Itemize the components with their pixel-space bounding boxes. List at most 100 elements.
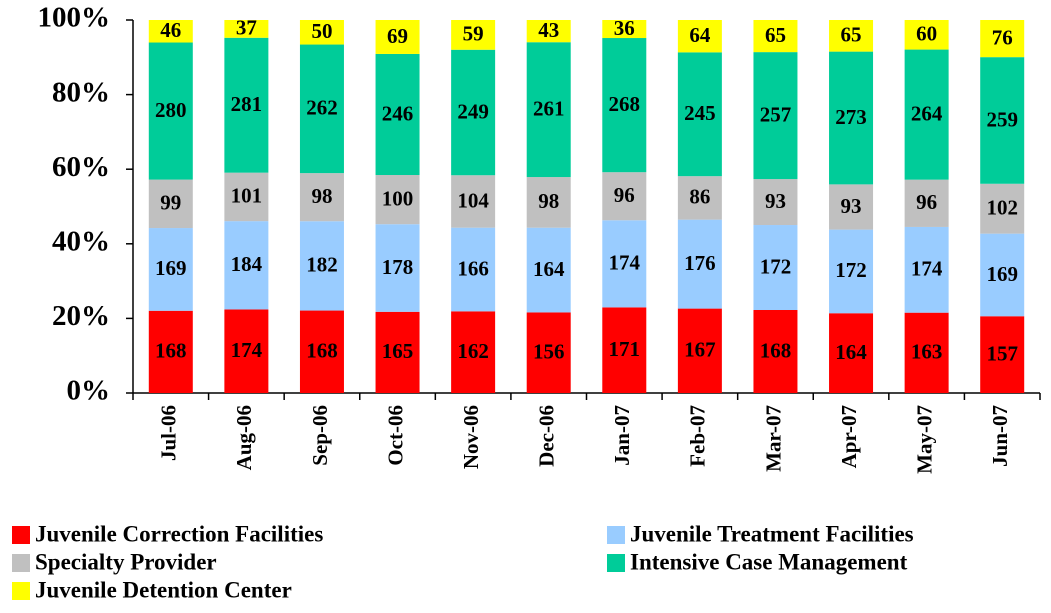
data-label: 37 (236, 16, 257, 40)
data-label: 167 (684, 338, 716, 362)
bar-segment (602, 20, 647, 39)
y-tick-label: 40% (52, 225, 110, 257)
bar-segment (602, 220, 647, 308)
bar-segment (224, 37, 269, 173)
x-tick-label: Jul-06 (157, 405, 181, 461)
data-label: 268 (609, 92, 641, 116)
legend-label: Juvenile Detention Center (35, 577, 292, 602)
x-tick-label: Jun-07 (988, 405, 1012, 467)
x-tick-label: Apr-07 (837, 405, 861, 468)
bar-segment (526, 42, 571, 178)
data-label: 102 (986, 196, 1018, 220)
data-label: 100 (382, 186, 414, 210)
x-tick-label: Aug-06 (232, 405, 256, 470)
x-tick-label: Nov-06 (459, 405, 483, 469)
bar-segment (299, 221, 344, 311)
data-label: 168 (155, 339, 187, 363)
data-label: 245 (684, 101, 716, 125)
data-label: 36 (614, 16, 635, 40)
data-label: 65 (841, 23, 862, 47)
data-label: 171 (609, 337, 641, 361)
data-label: 165 (382, 339, 414, 363)
data-label: 43 (538, 18, 559, 42)
bar-segment (224, 172, 269, 222)
bar-segment (753, 179, 798, 226)
bar-segment (677, 308, 722, 393)
bar-segment (148, 20, 193, 43)
bar-segment (980, 20, 1025, 58)
x-tick-label: Feb-07 (686, 405, 710, 467)
bar-segment (829, 20, 874, 52)
bar-segment (375, 311, 420, 393)
data-label: 64 (689, 23, 711, 47)
bar-segment (526, 20, 571, 43)
data-label: 249 (457, 99, 489, 123)
data-label: 184 (231, 252, 263, 276)
legend-label: Juvenile Correction Facilities (35, 521, 323, 546)
bar-segment (148, 310, 193, 393)
legend-swatch (12, 526, 30, 544)
bar-segment (753, 20, 798, 53)
bar-segment (677, 219, 722, 309)
y-tick-label: 60% (52, 151, 110, 183)
data-label: 261 (533, 96, 565, 120)
bar-segment (451, 311, 496, 393)
data-label: 264 (911, 101, 943, 125)
data-label: 262 (306, 96, 338, 120)
data-label: 156 (533, 340, 565, 364)
y-tick-label: 0% (67, 375, 111, 407)
legend-swatch (607, 526, 625, 544)
x-tick-label: May-07 (912, 405, 936, 474)
bar-segment (829, 313, 874, 393)
data-label: 178 (382, 255, 414, 279)
legend-label: Juvenile Treatment Facilities (630, 521, 914, 546)
bar-segment (299, 310, 344, 393)
data-label: 169 (155, 256, 187, 280)
data-label: 65 (765, 23, 786, 47)
bar-segment (299, 44, 344, 174)
data-label: 174 (911, 257, 943, 281)
x-tick-label: Jan-07 (610, 405, 634, 466)
data-label: 174 (231, 338, 263, 362)
bar-segment (904, 20, 949, 50)
data-label: 169 (986, 262, 1018, 286)
bar-segment (451, 175, 496, 228)
x-tick-label: Mar-07 (761, 405, 785, 472)
data-label: 96 (614, 183, 635, 207)
bar-segment (299, 173, 344, 222)
bar-segment (980, 183, 1025, 234)
data-label: 157 (986, 341, 1018, 365)
bar-segment (829, 51, 874, 185)
data-label: 164 (835, 340, 867, 364)
data-label: 281 (231, 92, 263, 116)
bar-segment (148, 179, 193, 229)
bar-segment (526, 312, 571, 393)
data-label: 98 (538, 189, 559, 213)
data-label: 164 (533, 257, 565, 281)
y-tick-label: 20% (52, 300, 110, 332)
bar-segment (980, 57, 1025, 184)
data-label: 59 (463, 22, 484, 46)
bar-segment (224, 20, 269, 38)
bar-segment (451, 227, 496, 312)
legend-label: Intensive Case Management (630, 549, 908, 574)
data-label: 99 (160, 191, 181, 215)
bar-segment (526, 177, 571, 228)
data-label: 50 (311, 19, 332, 43)
data-label: 168 (760, 338, 792, 362)
data-label: 273 (835, 105, 867, 129)
bar-segment (677, 20, 722, 53)
legend-swatch (12, 554, 30, 572)
bar-segment (224, 309, 269, 393)
bar-segment (148, 42, 193, 180)
legend-swatch (12, 582, 30, 600)
data-label: 86 (689, 185, 710, 209)
data-label: 46 (160, 18, 181, 42)
bar-segment (904, 49, 949, 180)
bar-segment (148, 228, 193, 311)
bar-segment (451, 49, 496, 176)
bar-segment (980, 316, 1025, 393)
data-label: 96 (916, 190, 937, 214)
